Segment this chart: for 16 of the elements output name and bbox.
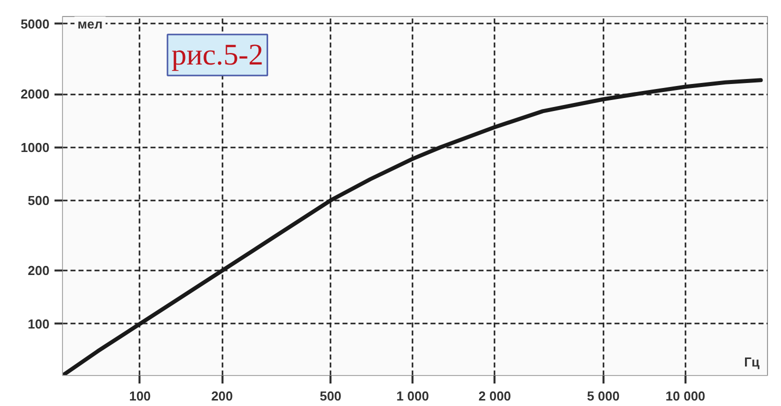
annotation: рис.5-2: [172, 38, 264, 72]
y-tick-label: 100: [28, 316, 50, 332]
x-tick-label: 10 000: [666, 388, 706, 404]
x-tick-label: 500: [320, 388, 342, 404]
x-tick-label: 2 000: [478, 388, 512, 404]
y-tick-label: 2000: [20, 86, 50, 102]
y-tick-label: 5000: [20, 16, 50, 32]
y-tick-label: 500: [28, 192, 50, 208]
x-tick-label: 200: [211, 388, 233, 404]
x-tick-label: 5 000: [587, 388, 620, 404]
x-tick-label: 100: [129, 388, 151, 404]
y-tick-label: 1000: [20, 140, 50, 155]
x-tick-label: 1 000: [396, 388, 429, 404]
x-axis-title: Гц: [744, 354, 760, 370]
y-axis-title: мел: [78, 16, 103, 32]
y-tick-label: 200: [28, 263, 50, 278]
